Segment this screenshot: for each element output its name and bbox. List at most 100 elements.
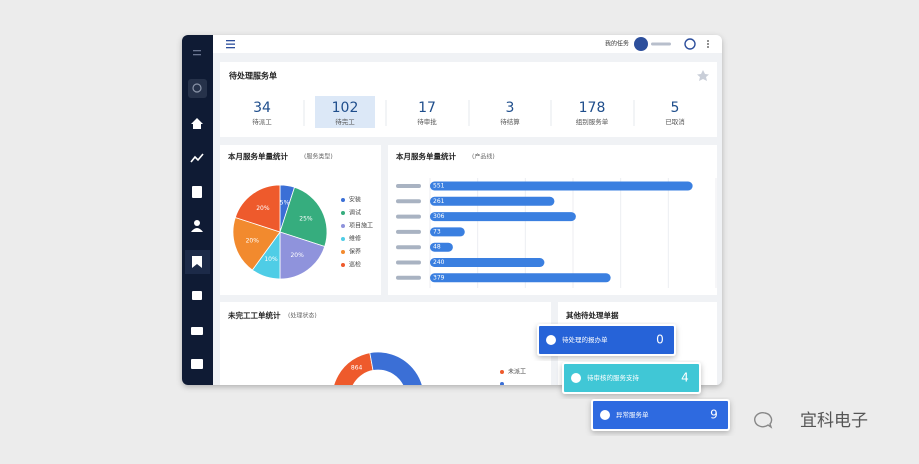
slice-label: 25% xyxy=(299,215,313,222)
legend-dot xyxy=(500,370,504,374)
stat-label: 待结算 xyxy=(500,117,520,126)
category-placeholder xyxy=(396,275,421,280)
legend-dot xyxy=(341,211,345,215)
chart-subtitle: (产品线) xyxy=(472,153,495,161)
chart-subtitle: (服务类型) xyxy=(304,153,333,161)
bar-label: 261 xyxy=(433,198,445,205)
stat-value: 3 xyxy=(506,100,515,116)
bar-label: 379 xyxy=(433,274,445,281)
watermark: 宜科电子 xyxy=(800,411,868,431)
panel-title: 待处理服务单 xyxy=(228,71,277,81)
stat-value: 34 xyxy=(253,100,271,116)
category-placeholder xyxy=(396,214,421,219)
chart-title: 未完工工单统计 xyxy=(228,310,281,320)
nav-kit[interactable] xyxy=(192,291,202,300)
nav-box[interactable] xyxy=(191,327,203,335)
stat-value: 102 xyxy=(332,100,359,116)
chart-title: 本月服务单量统计 xyxy=(227,151,288,161)
legend-label: 保养 xyxy=(349,248,361,256)
stat-label: 待完工 xyxy=(335,117,355,126)
pie-slice xyxy=(234,184,281,233)
bar-label: 73 xyxy=(433,228,441,235)
segment-label: 864 xyxy=(351,364,363,371)
user-link[interactable]: 我的任务 xyxy=(605,40,629,48)
star-icon[interactable] xyxy=(697,70,709,81)
legend-dot xyxy=(341,224,345,228)
logo-icon xyxy=(193,54,201,56)
category-placeholder xyxy=(396,245,421,250)
bar-label: 48 xyxy=(433,244,441,251)
bar-label: 306 xyxy=(433,213,445,220)
slice-label: 5% xyxy=(280,200,290,207)
stat-label: 已取消 xyxy=(665,117,685,126)
stat-label: 待审批 xyxy=(417,117,437,126)
logo-icon xyxy=(193,50,201,52)
card-icon xyxy=(546,335,556,345)
search-icon xyxy=(192,83,202,93)
nav-stats[interactable] xyxy=(190,153,204,163)
bar xyxy=(430,273,611,283)
language-icon[interactable] xyxy=(684,38,696,50)
category-placeholder xyxy=(396,199,421,204)
donut-segment xyxy=(331,352,402,385)
slice-label: 20% xyxy=(256,205,270,212)
card-count: 0 xyxy=(656,333,664,347)
more-icon[interactable] xyxy=(707,40,709,42)
panel-title: 其他待处理单据 xyxy=(566,310,619,320)
nav-report[interactable] xyxy=(191,359,203,369)
nav-home[interactable] xyxy=(191,118,203,129)
card-icon xyxy=(571,373,581,383)
topbar xyxy=(213,35,722,53)
donut-segment xyxy=(369,351,425,385)
category-placeholder xyxy=(396,229,421,234)
legend-dot xyxy=(500,394,504,398)
stat-value: 5 xyxy=(671,100,680,116)
nav-users[interactable] xyxy=(194,220,200,226)
avatar[interactable] xyxy=(634,37,648,51)
card-count: 9 xyxy=(710,408,718,422)
pending-card[interactable] xyxy=(537,324,676,356)
more-icon xyxy=(707,43,709,45)
pending-card[interactable] xyxy=(591,399,730,431)
pending-card[interactable] xyxy=(562,362,701,394)
bar xyxy=(430,212,576,222)
segment-label: 513 xyxy=(409,390,421,397)
bar-label: 551 xyxy=(433,183,445,190)
bar xyxy=(430,181,693,191)
card-count: 4 xyxy=(681,371,689,385)
bar xyxy=(430,242,453,252)
nav-orders[interactable] xyxy=(192,186,202,198)
legend-label: 项目施工 xyxy=(349,222,373,230)
wechat-icon xyxy=(754,412,773,429)
card-label: 待审核的服务支持 xyxy=(587,373,640,382)
slice-label: 10% xyxy=(264,256,278,263)
card-label: 异常服务单 xyxy=(616,410,649,419)
menu-icon[interactable] xyxy=(226,40,235,42)
legend-label: 巡检 xyxy=(349,261,361,269)
slice-label: 20% xyxy=(290,252,304,259)
nav-bookmark[interactable] xyxy=(192,256,202,268)
bar xyxy=(430,196,555,206)
pie-slice xyxy=(232,216,281,271)
legend-dot xyxy=(341,250,345,254)
pie-slice xyxy=(279,186,328,248)
pie-slice xyxy=(279,231,326,280)
stat-label: 待派工 xyxy=(252,117,272,126)
chart-subtitle: (处理状态) xyxy=(288,312,317,320)
search-box[interactable] xyxy=(188,79,207,98)
legend-label: 未派工 xyxy=(508,368,526,376)
bar-label: 240 xyxy=(433,259,445,266)
menu-icon xyxy=(226,43,235,45)
bar xyxy=(430,258,545,267)
stat-value: 17 xyxy=(418,100,436,116)
slice-label: 20% xyxy=(246,238,260,245)
donut-segment xyxy=(392,407,422,438)
card-icon xyxy=(600,410,610,420)
chart-title: 本月服务单量统计 xyxy=(395,151,456,161)
legend-label: 调试 xyxy=(349,209,361,217)
legend-dot xyxy=(500,382,504,385)
bar xyxy=(430,227,465,237)
legend-dot xyxy=(341,237,345,241)
